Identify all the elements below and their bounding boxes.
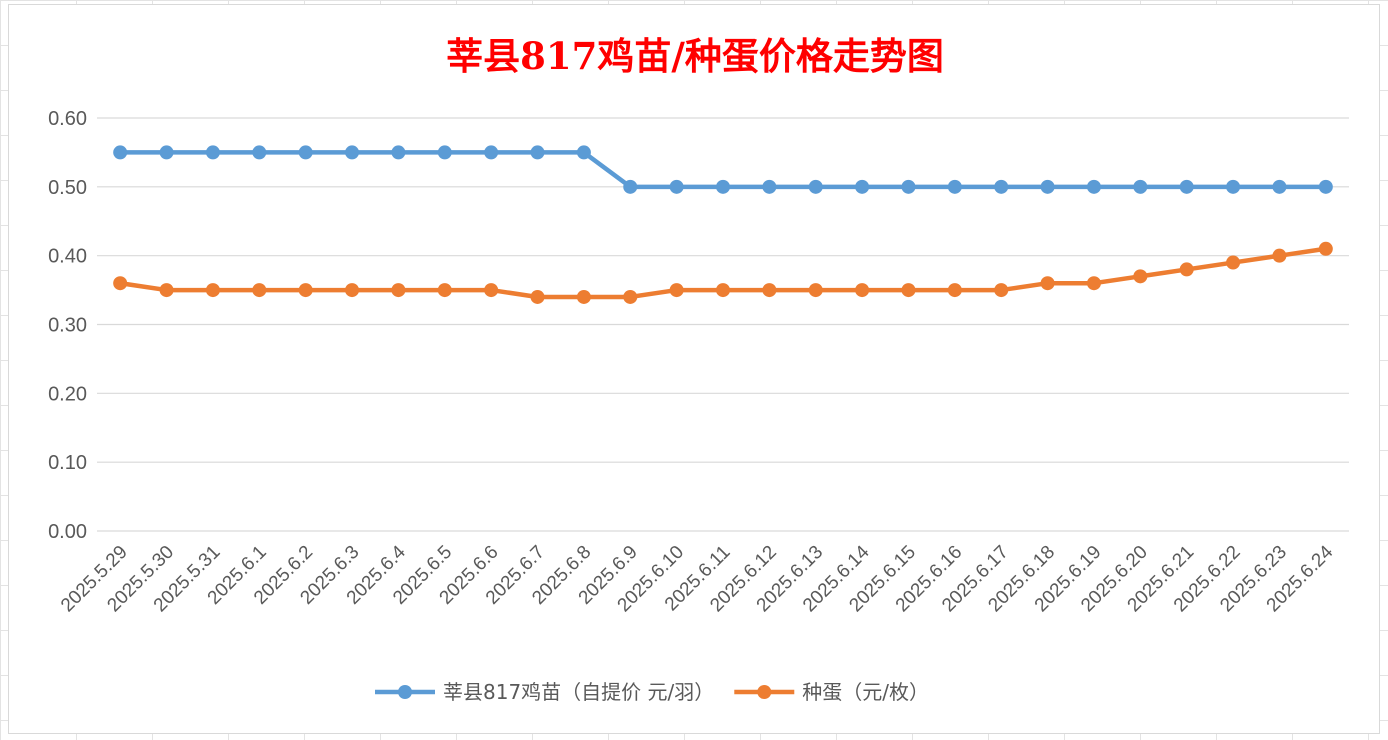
data-point [345,283,360,298]
legend-marker [398,685,412,699]
y-tick-label: 0.30 [48,315,87,337]
data-point [530,145,545,160]
chart-area[interactable]: 莘县817鸡苗/种蛋价格走势图 0.00 0.10 0.20 0.30 0.40 0.50… [8,4,1380,734]
data-point [576,289,591,304]
data-point [530,289,545,304]
legend-label: 种蛋（元/枚） [802,680,929,704]
data-point [855,179,870,194]
data-point [1086,179,1101,194]
data-point [391,283,406,298]
data-point [576,145,591,160]
y-axis-ticks: 0.00 0.10 0.20 0.30 0.40 0.50 0.60 [48,108,87,543]
data-point [1318,179,1333,194]
data-point [669,283,684,298]
data-point [437,283,452,298]
legend-label: 莘县817鸡苗（自提价 元/羽） [443,680,714,704]
data-point [623,289,638,304]
data-point [298,283,313,298]
data-point [205,145,220,160]
y-tick-label: 0.00 [48,521,87,543]
data-point [113,145,128,160]
data-point [484,145,499,160]
data-point [1226,179,1241,194]
series-0 [113,145,1333,194]
data-point [1133,179,1148,194]
legend: 莘县817鸡苗（自提价 元/羽） 种蛋（元/枚） [375,680,929,704]
data-point [994,283,1009,298]
data-point [1040,276,1055,291]
data-point [159,145,174,160]
series-lines [113,145,1333,304]
y-tick-label: 0.50 [48,177,87,199]
data-point [716,179,730,194]
series-1 [113,241,1333,304]
data-point [345,145,360,160]
y-tick-label: 0.60 [48,108,87,130]
data-point [1272,179,1287,194]
data-point [159,283,174,298]
legend-marker [757,685,772,699]
data-point [669,179,684,194]
data-point [808,283,823,298]
line-chart: 莘县817鸡苗/种蛋价格走势图 0.00 0.10 0.20 0.30 0.40 0.50… [48,34,1349,704]
data-point [437,145,452,160]
y-tick-label: 0.20 [48,383,87,405]
data-point [1179,262,1194,277]
data-point [994,179,1009,194]
y-tick-label: 0.40 [48,246,87,268]
data-point [205,283,220,298]
data-point [901,283,916,298]
data-point [1179,179,1194,194]
data-point [947,283,962,298]
data-point [1318,241,1333,256]
data-point [1040,179,1055,194]
data-point [252,145,267,160]
data-point [901,179,916,194]
data-point [762,179,777,194]
data-point [391,145,406,160]
data-point [484,283,499,298]
y-tick-label: 0.10 [48,452,87,474]
data-point [1272,248,1287,263]
data-point [1086,276,1101,291]
data-point [947,179,962,194]
data-point [1133,269,1148,284]
data-point [762,283,777,298]
data-point [716,283,730,298]
data-point [252,283,267,298]
chart-title: 莘县817鸡苗/种蛋价格走势图 [446,34,944,78]
data-point [1226,255,1241,270]
data-point [113,276,128,291]
data-point [808,179,823,194]
data-point [298,145,313,160]
data-point [855,283,870,298]
x-axis-ticks: 2025.5.292025.5.302025.5.312025.6.12025.… [57,541,1338,616]
data-point [623,179,638,194]
